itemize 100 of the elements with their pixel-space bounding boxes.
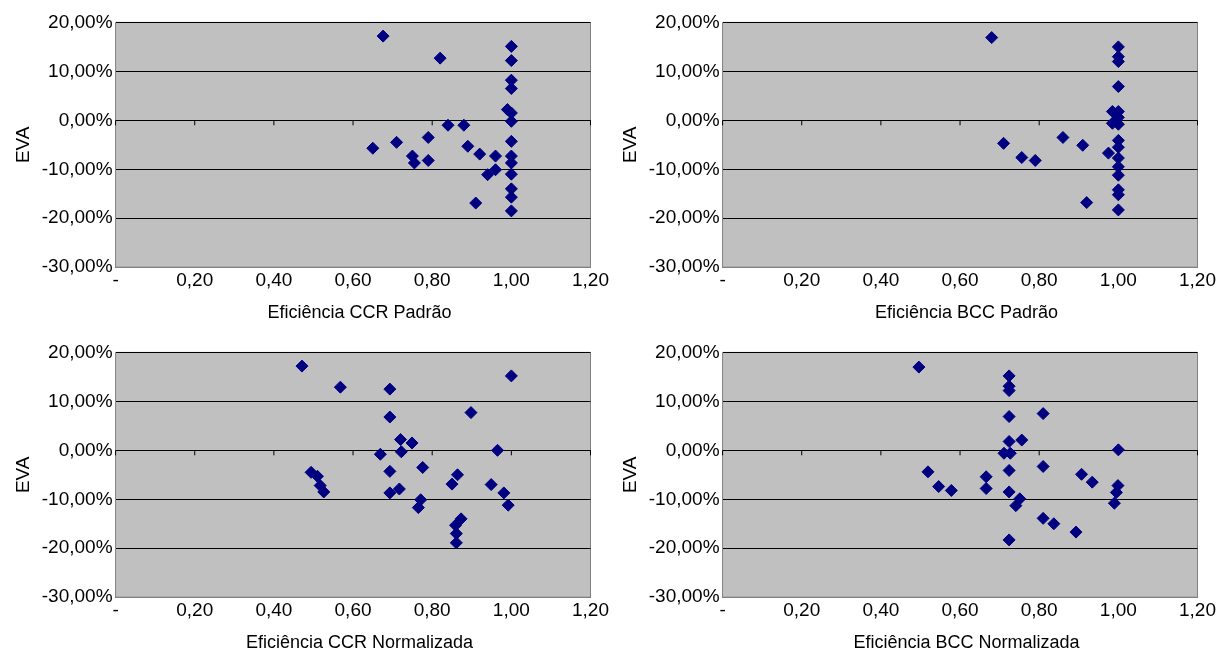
y-tick-label: -30,00% (41, 255, 113, 277)
x-tick-label: 0,80 (413, 598, 451, 620)
x-tick-label: 0,80 (1020, 598, 1058, 620)
point (504, 39, 518, 53)
x-tick-label: 1,00 (1099, 598, 1137, 620)
point (1085, 475, 1099, 489)
point (979, 482, 993, 496)
y-tick-label: -20,00% (648, 206, 720, 228)
point (295, 359, 309, 373)
point (469, 196, 483, 210)
point (449, 536, 463, 550)
point (333, 380, 347, 394)
point (457, 118, 471, 132)
point (1047, 517, 1061, 531)
point (373, 447, 387, 461)
point (921, 465, 935, 479)
x-tick-label: 0,20 (783, 268, 821, 290)
point (376, 29, 390, 43)
point (390, 135, 404, 149)
y-tick-label: -30,00% (648, 255, 720, 277)
point (1036, 511, 1050, 525)
point (979, 470, 993, 484)
x-tick-label: 0,40 (862, 268, 900, 290)
point (461, 139, 475, 153)
point (932, 480, 946, 494)
point (1036, 459, 1050, 473)
point (1069, 525, 1083, 539)
point (997, 136, 1011, 150)
point (394, 433, 408, 447)
y-tick-label: 10,00% (655, 59, 720, 81)
y-tick-label: -30,00% (648, 585, 720, 607)
x-tick-label: 0,40 (255, 598, 293, 620)
point (1111, 80, 1125, 94)
x-tick-label: 1,20 (1179, 268, 1216, 290)
y-tick-label: -20,00% (41, 206, 113, 228)
x-tick-label: 0,60 (334, 598, 372, 620)
x-tick-label: 0,20 (783, 598, 821, 620)
point (473, 147, 487, 161)
x-axis-title: Eficiência BCC Padrão (873, 302, 1060, 323)
point (441, 118, 455, 132)
x-tick-label: - (719, 268, 726, 290)
point (1002, 463, 1016, 477)
point (504, 204, 518, 218)
point (1111, 168, 1125, 182)
x-tick-label: - (719, 598, 726, 620)
y-tick-label: 10,00% (655, 389, 720, 411)
y-tick-label: 20,00% (48, 340, 113, 362)
x-axis-title: Eficiência CCR Padrão (266, 302, 453, 323)
point (317, 485, 331, 499)
y-tick-label: -10,00% (41, 157, 113, 179)
x-tick-label: 0,60 (334, 268, 372, 290)
point (433, 51, 447, 65)
point (1075, 467, 1089, 481)
point (504, 369, 518, 383)
y-axis-title: EVA (618, 456, 640, 494)
x-tick-label: 0,60 (941, 268, 979, 290)
point (504, 167, 518, 181)
point (489, 149, 503, 163)
point (1111, 203, 1125, 217)
point (497, 486, 511, 500)
point (1111, 40, 1125, 54)
point (491, 443, 504, 457)
point (405, 436, 419, 450)
point (366, 141, 380, 155)
point (383, 486, 397, 500)
x-axis-title: Eficiência CCR Normalizada (244, 632, 475, 653)
point (421, 153, 435, 167)
y-tick-label: 0,00% (665, 438, 720, 460)
point (1028, 153, 1042, 167)
point (489, 163, 503, 177)
point (1002, 369, 1016, 383)
x-tick-label: 0,20 (176, 598, 214, 620)
point (464, 406, 478, 420)
x-tick-label: 0,20 (176, 268, 214, 290)
point (1076, 138, 1090, 152)
point (1056, 130, 1070, 144)
point (985, 31, 999, 45)
x-tick-label: - (112, 268, 119, 290)
point (310, 469, 324, 483)
y-tick-label: 10,00% (48, 59, 113, 81)
point (504, 190, 518, 204)
point (504, 82, 518, 95)
point (1101, 146, 1115, 160)
y-tick-label: -10,00% (648, 487, 720, 509)
point (1009, 499, 1023, 513)
y-tick-label: -20,00% (648, 536, 720, 558)
y-axis-title: EVA (11, 456, 33, 494)
point (394, 445, 408, 459)
y-tick-label: 20,00% (655, 10, 720, 32)
point (1002, 533, 1016, 547)
y-tick-label: -10,00% (41, 487, 113, 509)
x-axis-title: Eficiência BCC Normalizada (852, 632, 1081, 653)
x-tick-label: 1,00 (1099, 268, 1137, 290)
x-tick-label: 1,00 (492, 598, 530, 620)
point (1002, 410, 1016, 424)
point (445, 477, 459, 491)
point (383, 410, 397, 424)
x-tick-label: 0,40 (255, 268, 293, 290)
point (383, 382, 397, 396)
point (407, 156, 421, 170)
